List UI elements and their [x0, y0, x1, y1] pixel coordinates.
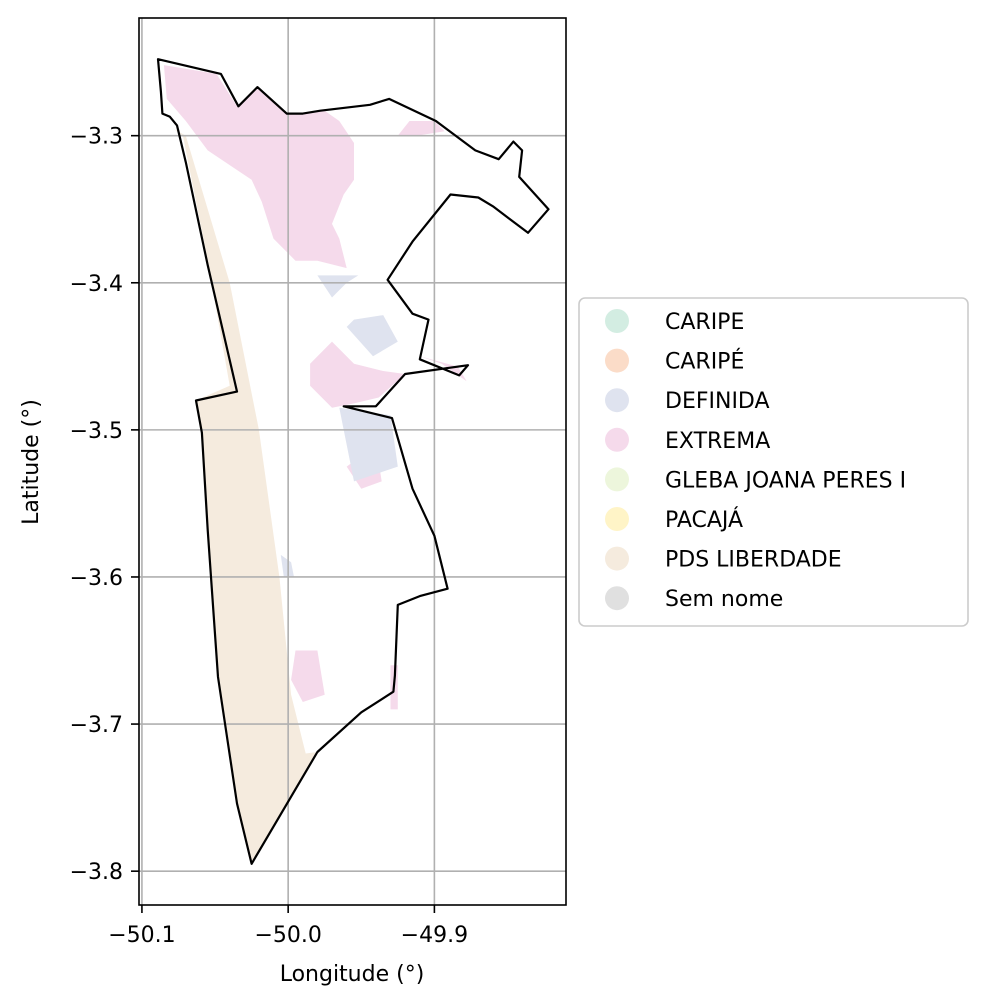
region-definida-8 [317, 275, 359, 298]
region-extrema-5 [419, 356, 467, 382]
legend: CARIPE CARIPÉ DEFINIDA EXTREMA GLEBA JOANA P… [578, 297, 969, 627]
legend-marker-carip- [605, 348, 629, 373]
legend-label-carip-: CARIPÉ [665, 349, 744, 375]
map-axes: −50.1 −50.0 −49.9 −3.3 −3.4 −3.5 −3.6 −3.7 −3.8… [19, 17, 567, 987]
y-axis-label: Latitude (°) [19, 399, 44, 525]
legend-marker-extrema [605, 427, 629, 452]
region-pds-liberdade-0 [172, 128, 318, 864]
region-definida-10 [339, 407, 398, 482]
x-axis-ticks: −50.1 −50.0 −49.9 [108, 905, 468, 948]
legend-label-definida: DEFINIDA [665, 389, 770, 414]
legend-label-pacaj-: PACAJÁ [665, 507, 743, 533]
x-tick-label-1: −50.0 [254, 923, 321, 948]
axes-frame [138, 17, 567, 906]
legend-frame [578, 297, 969, 627]
legend-label-pds-liberdade: PDS LIBERDADE [665, 548, 842, 573]
legend-marker-pds-liberdade [605, 546, 629, 571]
legend-marker-sem-nome [605, 586, 629, 611]
legend-label-sem-nome: Sem nome [665, 587, 783, 612]
x-axis-label: Longitude (°) [280, 962, 425, 987]
legend-label-gleba-joana-peres-i: GLEBA JOANA PERES I [665, 468, 906, 493]
y-tick-label-2: −3.5 [70, 419, 123, 444]
y-tick-label-1: −3.4 [70, 272, 123, 297]
y-tick-label-4: −3.7 [70, 713, 123, 738]
legend-label-extrema: EXTREMA [665, 429, 770, 454]
x-tick-label-2: −49.9 [401, 923, 468, 948]
municipality-boundary [156, 58, 550, 865]
legend-items: CARIPE CARIPÉ DEFINIDA EXTREMA GLEBA JOANA P… [605, 309, 906, 612]
y-axis-ticks: −3.3 −3.4 −3.5 −3.6 −3.7 −3.8 [70, 125, 139, 885]
legend-marker-definida [605, 388, 629, 413]
regions-layer [163, 65, 467, 864]
region-definida-9 [346, 315, 398, 357]
boundary-layer [156, 58, 550, 865]
y-tick-label-5: −3.8 [70, 860, 123, 885]
x-tick-label-0: −50.1 [108, 923, 175, 948]
legend-marker-caripe [605, 309, 629, 333]
legend-label-caripe: CARIPE [665, 310, 744, 335]
region-extrema-2 [397, 121, 445, 136]
y-tick-label-0: −3.3 [70, 125, 123, 150]
y-tick-label-3: −3.6 [70, 566, 123, 591]
legend-marker-gleba-joana-peres-i [605, 467, 629, 492]
region-extrema-1 [163, 65, 354, 269]
region-extrema-3 [310, 341, 406, 408]
region-extrema-6 [291, 650, 325, 702]
legend-marker-pacaj- [605, 507, 629, 531]
